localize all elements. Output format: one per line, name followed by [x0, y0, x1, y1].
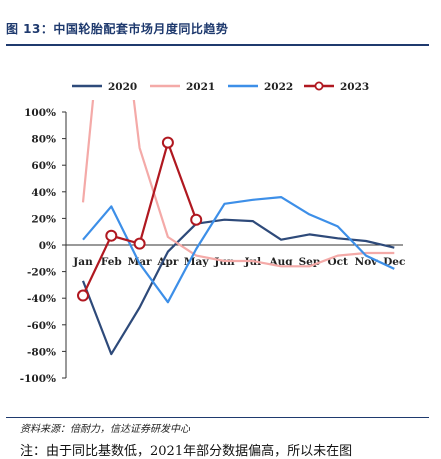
- legend-label-2021: 2021: [186, 81, 215, 93]
- x-tick-label: Feb: [101, 256, 122, 268]
- data-point-2023: [133, 237, 146, 250]
- legend-label-2022: 2022: [264, 81, 293, 93]
- title-rule: [6, 44, 429, 46]
- y-tick-label: 0%: [39, 240, 56, 252]
- x-tick-label: Nov: [355, 256, 379, 268]
- data-point-2023: [190, 213, 203, 226]
- data-point-2023: [105, 229, 118, 242]
- series-line-2022: [82, 196, 395, 304]
- y-tick-label: -20%: [27, 267, 56, 279]
- y-tick-label: 80%: [31, 134, 56, 146]
- legend-label-2023: 2023: [340, 81, 369, 93]
- y-tick-label: 40%: [31, 187, 56, 199]
- y-tick-label: 60%: [31, 160, 56, 172]
- legend-marker-2023: [314, 81, 324, 91]
- footnote-text: 注：由于同比基数低，2021年部分数据偏高，所以未在图: [20, 444, 353, 459]
- series-markers: [77, 136, 203, 302]
- yoy-line-chart: 2020 2021 2022 2023 100% 80% 60% 40% 20% 0% -20% -…: [20, 81, 406, 385]
- y-tick-label: 20%: [31, 213, 56, 225]
- y-tick-label: -60%: [27, 320, 56, 332]
- chart-legend: 2020 2021 2022 2023: [72, 81, 369, 93]
- series-lines: [81, 100, 395, 356]
- y-tick-label: -100%: [20, 373, 56, 385]
- data-point-2023: [161, 136, 174, 149]
- series-line-2020: [81, 218, 395, 356]
- figure-title: 图 13：中国轮胎配套市场月度同比趋势: [6, 22, 229, 36]
- y-tick-label: 100%: [24, 107, 56, 119]
- x-tick-label: Oct: [328, 256, 349, 268]
- legend-label-2020: 2020: [108, 81, 137, 93]
- source-rule: [6, 417, 429, 418]
- y-tick-label: -80%: [27, 346, 56, 358]
- series-line-2021: [81, 100, 395, 268]
- x-tick-label: Dec: [383, 256, 405, 268]
- data-point-2023: [77, 289, 89, 302]
- y-tick-label: -40%: [27, 293, 56, 305]
- source-text: 资料来源：倍耐力，信达证券研发中心: [20, 424, 190, 435]
- x-tick-label: Jan: [72, 256, 93, 268]
- y-axis-ticks: 100% 80% 60% 40% 20% 0% -20% -40% -60% -80% -100%: [20, 107, 66, 385]
